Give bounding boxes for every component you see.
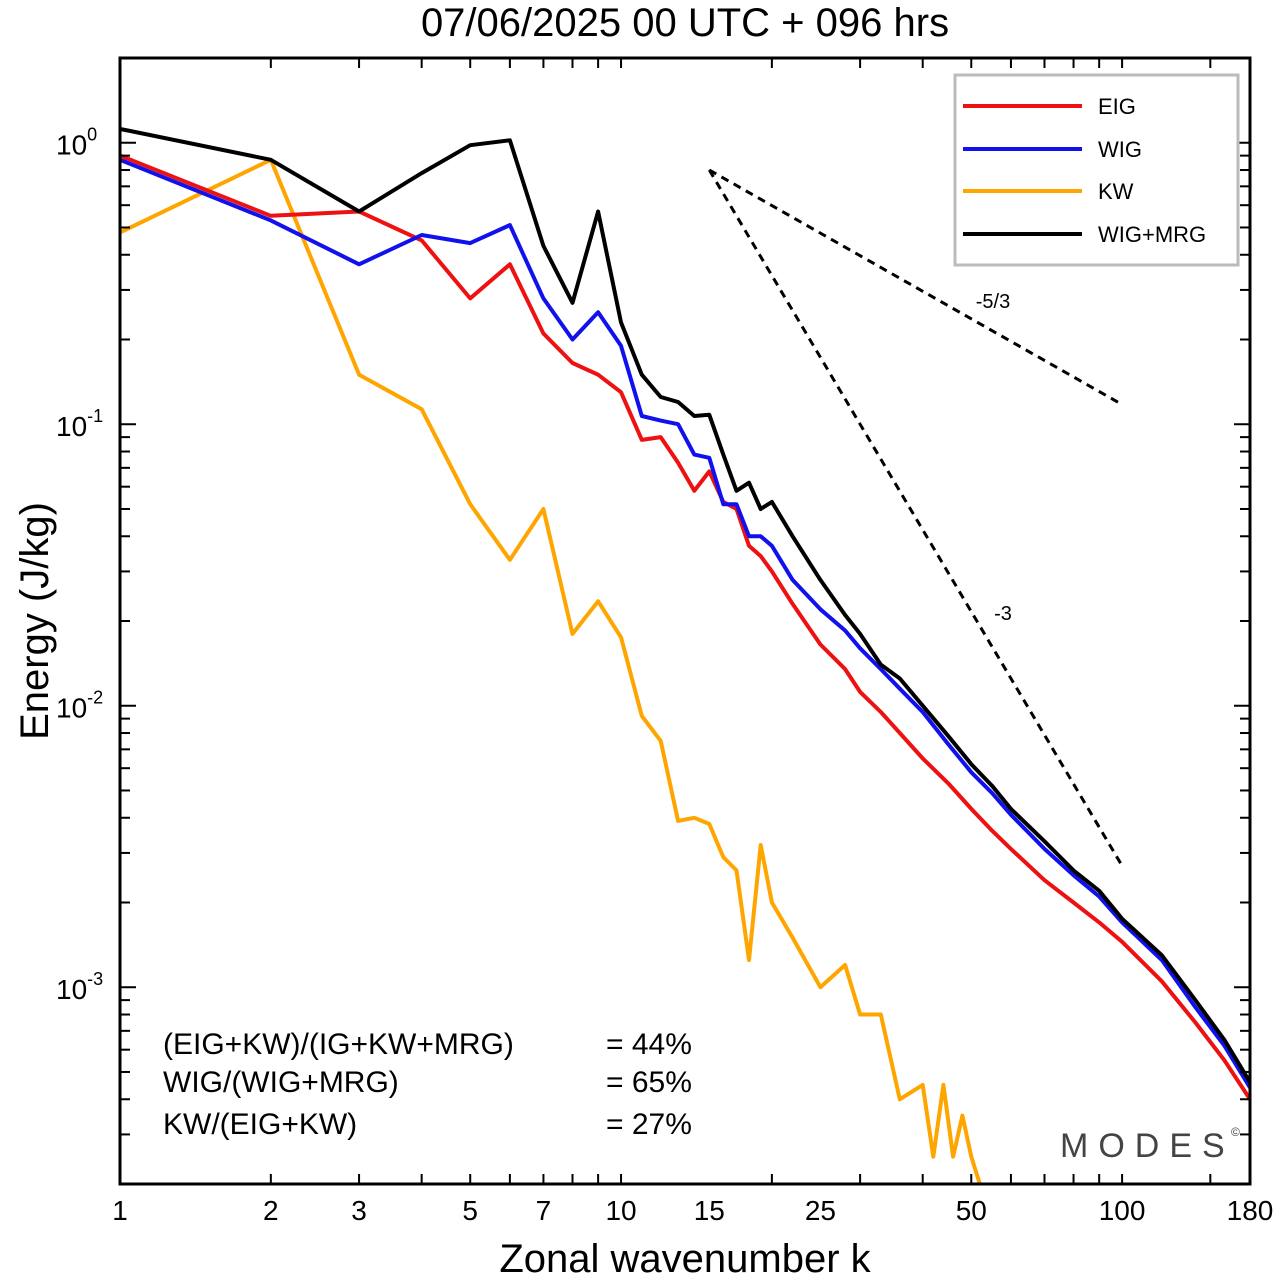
modes-watermark: MODES — [1060, 1127, 1235, 1165]
x-tick-label: 10 — [605, 1195, 636, 1226]
x-tick-label: 5 — [462, 1195, 478, 1226]
x-axis-ticks: 1 2 3 5 7 10 15 25 50 100 180 — [112, 58, 1273, 1226]
modes-logo: MODES © — [1060, 1125, 1240, 1165]
x-tick-label: 180 — [1227, 1195, 1274, 1226]
legend-label: KW — [1098, 179, 1134, 204]
x-axis-label: Zonal wavenumber k — [499, 1237, 871, 1281]
series-line-kw — [120, 157, 982, 1184]
x-tick-label: 2 — [263, 1195, 279, 1226]
legend-label: WIG — [1098, 137, 1142, 162]
ratio-label: KW/(EIG+KW) — [163, 1108, 357, 1141]
y-axis-ticks: 100 10-1 10-2 10-3 — [56, 57, 1250, 1185]
legend: EIG WIG KW WIG+MRG — [953, 73, 1240, 267]
series-layer — [120, 126, 1250, 1184]
ratio-label: WIG/(WIG+MRG) — [163, 1066, 399, 1099]
y-tick-label: 10-1 — [56, 406, 103, 442]
reference-slope-line — [708, 168, 1123, 406]
x-tick-label: 7 — [536, 1195, 552, 1226]
reference-slopes: -5/3 -3 — [707, 168, 1124, 867]
x-tick-label: 1 — [112, 1195, 128, 1226]
ratio-annotations: (EIG+KW)/(IG+KW+MRG) = 44% WIG/(WIG+MRG) = … — [163, 1028, 692, 1141]
ratio-value: = 44% — [606, 1028, 692, 1061]
x-tick-label: 100 — [1099, 1195, 1146, 1226]
y-tick-label: 10-2 — [56, 688, 103, 724]
copyright-mark: © — [1231, 1125, 1240, 1139]
chart-title: 07/06/2025 00 UTC + 096 hrs — [421, 1, 949, 45]
y-tick-label: 100 — [56, 125, 97, 161]
x-tick-label: 50 — [956, 1195, 987, 1226]
x-tick-label: 25 — [805, 1195, 836, 1226]
y-tick-label: 10-3 — [56, 969, 103, 1005]
ratio-value: = 65% — [606, 1066, 692, 1099]
reference-slope-label: -3 — [994, 603, 1012, 625]
legend-label: WIG+MRG — [1098, 222, 1206, 247]
x-tick-label: 15 — [694, 1195, 725, 1226]
reference-slope-label: -5/3 — [976, 291, 1010, 313]
legend-label: EIG — [1098, 94, 1136, 119]
x-tick-label: 3 — [351, 1195, 367, 1226]
series-line-wig — [120, 157, 1250, 1089]
series-line-wig-mrg — [120, 126, 1250, 1084]
ratio-value: = 27% — [606, 1108, 692, 1141]
series-line-eig — [120, 153, 1250, 1101]
reference-slope-line — [707, 169, 1124, 867]
ratio-label: (EIG+KW)/(IG+KW+MRG) — [163, 1028, 514, 1061]
y-axis-label: Energy (J/kg) — [13, 502, 57, 740]
